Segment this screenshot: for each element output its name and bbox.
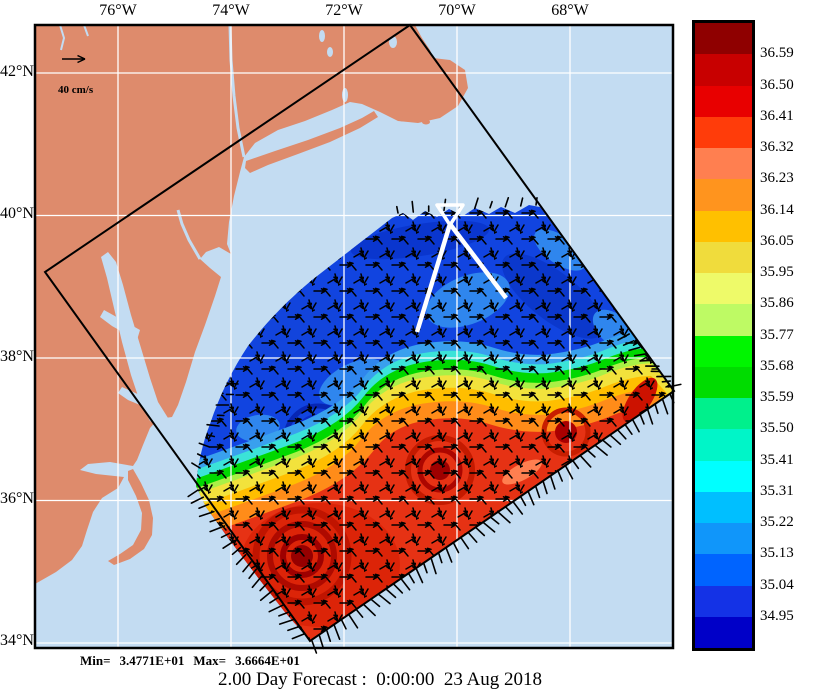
lat-label-40n: 40°N (0, 205, 34, 222)
river (83, 25, 89, 37)
lat-label-42n: 42°N (0, 63, 34, 80)
forecast-title: 2.00 Day Forecast : 0:00:00 23 Aug 2018 (217, 669, 543, 690)
mainland-coast (35, 25, 468, 584)
delaware-river (176, 209, 202, 260)
lon-label-68w: 68°W (551, 2, 589, 19)
colorbar-band (695, 179, 752, 211)
colorbar-tick-label: 35.77 (760, 326, 794, 343)
lat-label-36n: 36°N (0, 490, 34, 507)
field-stats: Min= 3.4771E+01 Max= 3.6664E+01 (80, 653, 309, 669)
colorbar-band (695, 23, 752, 55)
colorbar-tick-label: 35.22 (760, 514, 794, 530)
lat-label-34n: 34°N (0, 632, 34, 649)
lon-label-76w: 76°W (99, 2, 137, 19)
island (422, 119, 430, 125)
colorbar-tick-label: 35.41 (760, 451, 794, 468)
marker-leg-left (414, 223, 453, 333)
long-island (245, 111, 378, 173)
island (370, 114, 376, 118)
max-value: 3.6664E+01 (235, 653, 300, 668)
lon-label-70w: 70°W (438, 2, 476, 19)
colorbar-tick-label: 34.95 (760, 607, 794, 624)
colorbar-tick-label: 35.50 (760, 420, 794, 437)
colorbar-tick-label: 35.68 (760, 357, 794, 374)
colorbar-band (695, 304, 752, 336)
lon-label-74w: 74°W (212, 2, 250, 19)
colorbar-tick-label: 36.23 (760, 170, 794, 187)
lat-label-38n: 38°N (0, 348, 34, 365)
colorbar-tick-label: 36.59 (760, 45, 794, 62)
colorbar-tick-label: 36.14 (760, 201, 794, 218)
reference-vector-arrow (62, 54, 86, 64)
colorbar-band (695, 85, 752, 117)
land (35, 25, 468, 584)
colorbar-band (695, 148, 752, 180)
colorbar-tick-label: 36.05 (760, 232, 794, 249)
colorbar-band (695, 429, 752, 461)
marker-triangle (435, 203, 465, 227)
bay (327, 47, 333, 57)
marker-leg-right (448, 222, 508, 300)
min-label: Min= (80, 653, 111, 668)
river (59, 25, 66, 51)
colorbar-band (695, 523, 752, 555)
colorbar-band (695, 241, 752, 273)
island (398, 116, 408, 122)
colorbar-tick-label: 35.31 (760, 482, 794, 499)
colorbar-tick-label: 35.59 (760, 389, 794, 405)
colorbar-band (695, 460, 752, 492)
bay (342, 88, 348, 102)
colorbar-tick-label: 35.95 (760, 264, 794, 280)
colorbar-tick-label: 36.41 (760, 107, 794, 124)
vector-scale-label: 40 cm/s (58, 84, 94, 96)
plot-frame (33, 23, 675, 650)
boundary-current-arrows (187, 197, 682, 654)
max-label: Max= (193, 653, 227, 668)
colorbar-band (695, 491, 752, 523)
colorbar-band (695, 366, 752, 398)
colorbar-tick-label: 36.32 (760, 139, 794, 155)
outer-banks (108, 469, 153, 565)
colorbar-band (695, 585, 752, 617)
mooring-marker (414, 203, 508, 333)
colorbar-band (695, 210, 752, 242)
colorbar-tick-label: 35.86 (760, 295, 794, 312)
min-value: 3.4771E+01 (119, 653, 185, 668)
colorbar-tick-label: 35.04 (760, 576, 794, 593)
colorbar-band (695, 398, 752, 430)
bay (319, 30, 325, 42)
colorbar-band (695, 54, 752, 86)
lon-label-72w: 72°W (325, 2, 363, 19)
colorbar-band (695, 116, 752, 148)
colorbar-band (695, 554, 752, 586)
colorbar-band (695, 273, 752, 305)
potomac-river (100, 310, 140, 340)
colorbar-tick-label: 36.50 (760, 76, 794, 93)
colorbar-band (695, 616, 752, 648)
colorbar-tick-label: 35.13 (760, 545, 794, 562)
colorbar-band (695, 335, 752, 367)
colorbar (692, 20, 755, 651)
